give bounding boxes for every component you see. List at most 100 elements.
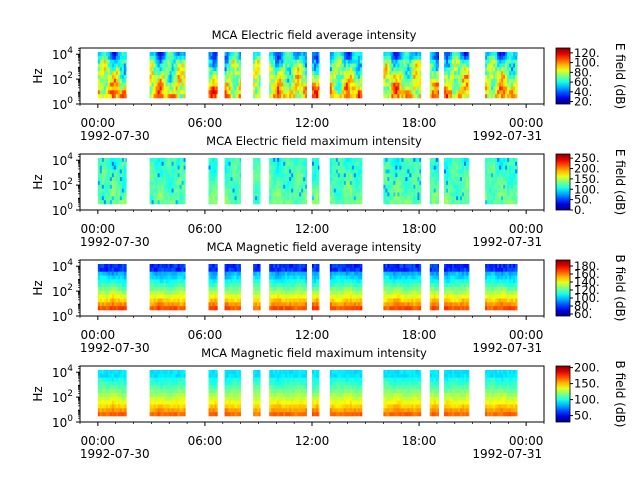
x-tick-label: 06:00 bbox=[188, 222, 223, 236]
spectrogram bbox=[97, 158, 518, 205]
x-tick-label: 18:00 bbox=[402, 116, 437, 130]
data-block bbox=[97, 52, 127, 99]
y-tick-label: 102 bbox=[52, 389, 73, 405]
data-block bbox=[429, 158, 439, 205]
colorbar-label: E field (dB) bbox=[613, 149, 627, 215]
x-tick-label: 00:00 bbox=[81, 434, 116, 448]
data-block bbox=[253, 52, 261, 99]
data-block bbox=[208, 370, 218, 417]
colorbar-tick-label: 120. bbox=[574, 46, 600, 60]
y-tick-label: 104 bbox=[52, 258, 73, 274]
spectrogram bbox=[97, 370, 518, 417]
colorbar-tick-label: 160. bbox=[574, 267, 600, 281]
data-block bbox=[224, 264, 241, 311]
colorbar-tick-label: 200. bbox=[574, 361, 600, 375]
y-tick-label: 104 bbox=[52, 364, 73, 380]
x-start-date: 1992-07-30 bbox=[80, 341, 150, 355]
y-tick-label: 104 bbox=[52, 46, 73, 62]
data-block bbox=[383, 158, 422, 205]
x-tick-label: 18:00 bbox=[402, 328, 437, 342]
colorbar-label: B field (dB) bbox=[613, 255, 627, 322]
panel-4: MCA Magnetic field maximum intensity 100 1… bbox=[31, 346, 627, 461]
panel-1: MCA Electric field average intensity 100 1… bbox=[31, 28, 627, 143]
data-block bbox=[429, 370, 439, 417]
colorbar-tick-label: 140. bbox=[574, 275, 600, 289]
colorbar-tick-label: 50. bbox=[574, 193, 592, 207]
colorbar bbox=[555, 47, 571, 105]
y-axis-label: Hz bbox=[31, 280, 45, 295]
colorbar-tick-label: 60. bbox=[574, 75, 592, 89]
data-block bbox=[149, 370, 186, 417]
x-end-date: 1992-07-31 bbox=[472, 447, 542, 461]
data-block bbox=[97, 264, 127, 311]
x-start-date: 1992-07-30 bbox=[80, 447, 150, 461]
colorbar-tick-label: 20. bbox=[574, 95, 592, 109]
data-block bbox=[208, 158, 218, 205]
x-end-date: 1992-07-31 bbox=[472, 129, 542, 143]
data-block bbox=[149, 264, 186, 311]
data-block bbox=[312, 158, 320, 205]
x-start-date: 1992-07-30 bbox=[80, 129, 150, 143]
data-block bbox=[253, 370, 261, 417]
x-tick-label: 06:00 bbox=[188, 328, 223, 342]
colorbar-tick-label: 100. bbox=[574, 182, 600, 196]
colorbar-label: B field (dB) bbox=[613, 361, 627, 428]
data-block bbox=[224, 52, 241, 99]
colorbar-tick-label: 0. bbox=[574, 203, 585, 217]
spectrogram bbox=[97, 52, 518, 99]
x-tick-label: 18:00 bbox=[402, 434, 437, 448]
data-block bbox=[269, 264, 307, 311]
colorbar-tick-label: 100. bbox=[574, 291, 600, 305]
panel-2: MCA Electric field maximum intensity 100 1… bbox=[31, 134, 627, 249]
colorbar-tick-label: 100. bbox=[574, 56, 600, 70]
colorbar-tick-label: 80. bbox=[574, 299, 592, 313]
y-tick-label: 102 bbox=[52, 177, 73, 193]
panel-title: MCA Magnetic field maximum intensity bbox=[201, 346, 427, 360]
data-block bbox=[444, 370, 470, 417]
panel-title: MCA Electric field average intensity bbox=[212, 28, 417, 42]
colorbar-tick-label: 100. bbox=[574, 393, 600, 407]
x-tick-label: 12:00 bbox=[295, 328, 330, 342]
data-block bbox=[485, 158, 518, 205]
data-block bbox=[269, 52, 307, 99]
colorbar bbox=[555, 153, 571, 211]
data-block bbox=[444, 52, 470, 99]
data-block bbox=[329, 158, 363, 205]
y-tick-label: 104 bbox=[52, 152, 73, 168]
data-block bbox=[149, 52, 186, 99]
y-tick-label: 102 bbox=[52, 283, 73, 299]
colorbar-tick-label: 50. bbox=[574, 409, 592, 423]
data-block bbox=[269, 158, 307, 205]
data-block bbox=[383, 370, 422, 417]
y-axis-label: Hz bbox=[31, 386, 45, 401]
data-block bbox=[253, 264, 261, 311]
data-block bbox=[149, 158, 186, 205]
x-tick-label: 00:00 bbox=[509, 434, 544, 448]
x-tick-label: 00:00 bbox=[509, 222, 544, 236]
data-block bbox=[383, 52, 422, 99]
data-block bbox=[383, 264, 422, 311]
colorbar-tick-label: 80. bbox=[574, 65, 592, 79]
x-tick-label: 12:00 bbox=[295, 434, 330, 448]
data-block bbox=[97, 370, 127, 417]
colorbar-tick-label: 180. bbox=[574, 259, 600, 273]
x-tick-label: 00:00 bbox=[81, 328, 116, 342]
x-tick-label: 06:00 bbox=[188, 116, 223, 130]
data-block bbox=[208, 264, 218, 311]
data-block bbox=[444, 158, 470, 205]
x-tick-label: 00:00 bbox=[81, 116, 116, 130]
data-block bbox=[97, 158, 127, 205]
colorbar-label: E field (dB) bbox=[613, 43, 627, 109]
y-tick-label: 100 bbox=[52, 96, 73, 112]
data-block bbox=[444, 264, 470, 311]
data-block bbox=[429, 52, 439, 99]
data-block bbox=[429, 264, 439, 311]
data-block bbox=[485, 264, 518, 311]
colorbar-tick-label: 250. bbox=[574, 151, 600, 165]
data-block bbox=[329, 52, 363, 99]
x-tick-label: 00:00 bbox=[509, 116, 544, 130]
data-block bbox=[329, 264, 363, 311]
panel-title: MCA Magnetic field average intensity bbox=[207, 240, 422, 254]
data-block bbox=[253, 158, 261, 205]
data-block bbox=[312, 264, 320, 311]
